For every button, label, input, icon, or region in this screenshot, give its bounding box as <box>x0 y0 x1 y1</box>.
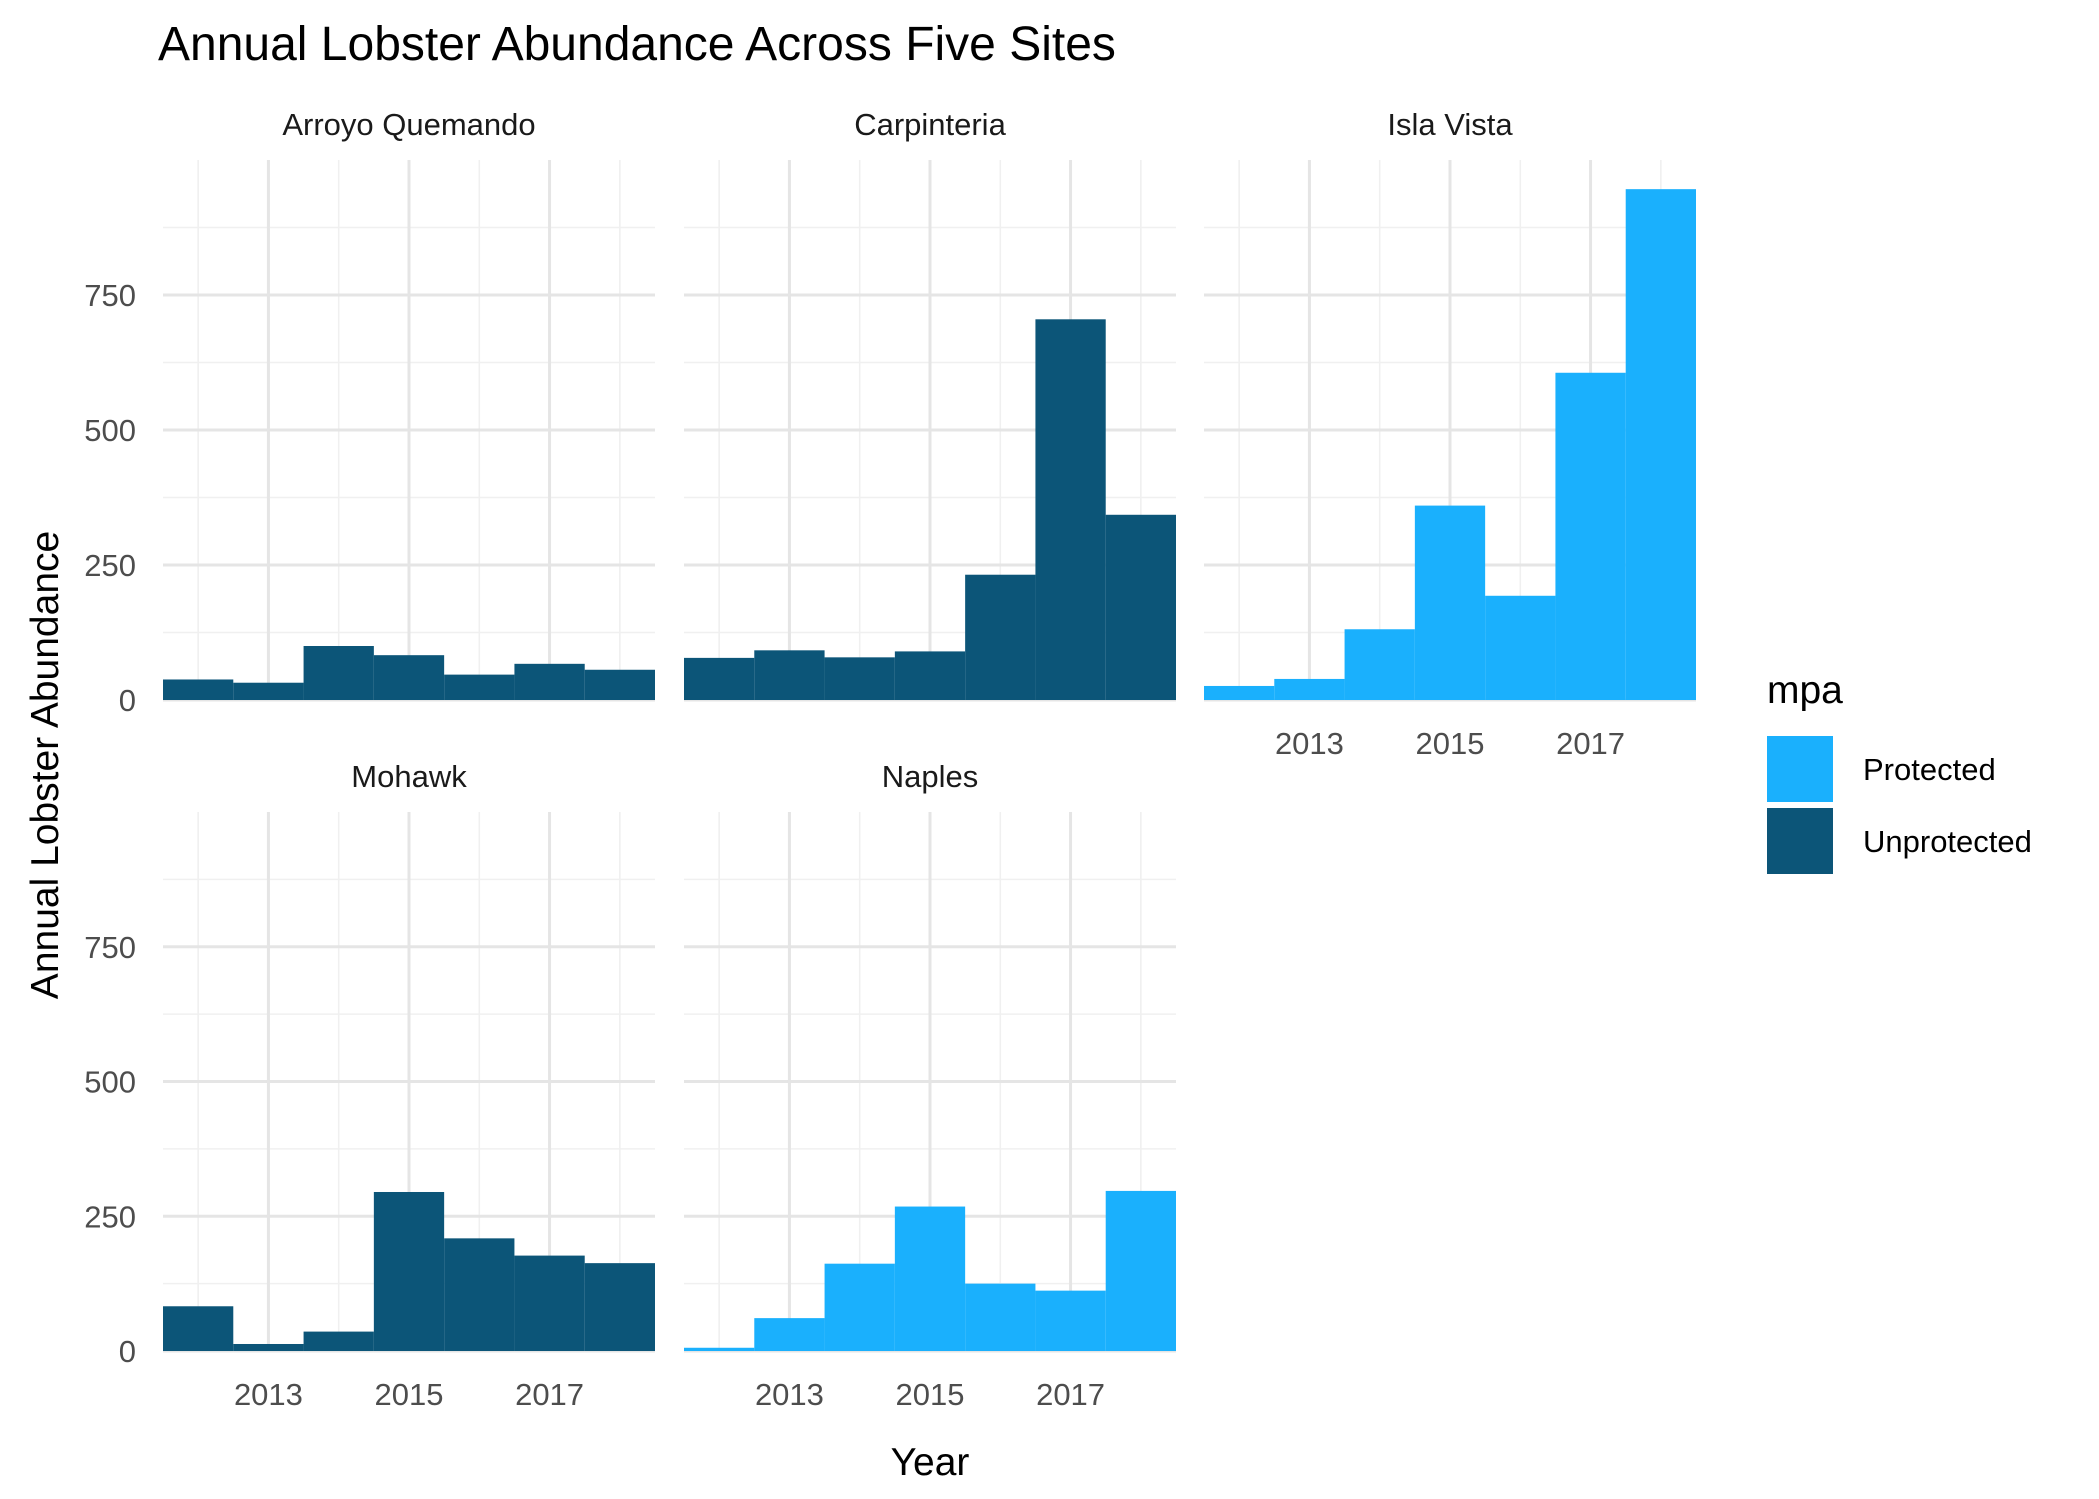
bar-mohawk-2018 <box>584 1263 655 1351</box>
bar-carpinteria-2013 <box>754 650 825 700</box>
panel-naples: Naples 2013 2015 2017 <box>684 759 1176 1412</box>
facet-label: Isla Vista <box>1387 107 1513 142</box>
x-tick-label: 2015 <box>1416 726 1485 761</box>
x-tick-label: 2013 <box>755 1377 824 1412</box>
bar-isla-vista-2018 <box>1625 189 1696 700</box>
bar-naples-2017 <box>1035 1290 1106 1351</box>
bar-mohawk-2013 <box>233 1343 304 1351</box>
bar-naples-2014 <box>824 1263 895 1351</box>
legend: mpa Protected Unprotected <box>1767 669 2032 874</box>
x-tick-label: 2017 <box>1556 726 1625 761</box>
chart-title: Annual Lobster Abundance Across Five Sit… <box>158 18 1116 71</box>
bar-carpinteria-2017 <box>1035 319 1106 700</box>
y-tick-label: 0 <box>119 1334 136 1369</box>
bar-arroyo-quemando-2014 <box>303 646 374 700</box>
bar-naples-2012 <box>684 1347 755 1351</box>
y-tick-label: 750 <box>84 278 136 313</box>
x-tick-label: 2015 <box>896 1377 965 1412</box>
bar-arroyo-quemando-2013 <box>233 682 304 700</box>
y-tick-label: 500 <box>84 413 136 448</box>
x-tick-label: 2017 <box>515 1377 584 1412</box>
facet-label: Naples <box>882 759 979 794</box>
bar-arroyo-quemando-2012 <box>163 679 234 700</box>
bar-isla-vista-2017 <box>1555 372 1626 700</box>
bar-carpinteria-2012 <box>684 657 755 700</box>
bar-mohawk-2012 <box>163 1306 234 1351</box>
bar-carpinteria-2016 <box>965 574 1036 700</box>
x-axis-title: Year <box>891 1441 970 1484</box>
bar-carpinteria-2018 <box>1105 514 1176 700</box>
bar-arroyo-quemando-2016 <box>444 674 515 700</box>
legend-swatch-unprotected <box>1767 808 1833 874</box>
bar-isla-vista-2015 <box>1414 505 1486 700</box>
bar-naples-2016 <box>965 1283 1036 1351</box>
y-tick-label: 250 <box>84 548 136 583</box>
bar-mohawk-2016 <box>444 1238 515 1351</box>
bar-carpinteria-2015 <box>894 651 966 700</box>
bar-mohawk-2017 <box>514 1255 585 1351</box>
bar-carpinteria-2014 <box>824 657 895 700</box>
x-tick-label: 2013 <box>1275 726 1344 761</box>
bar-arroyo-quemando-2018 <box>584 669 655 700</box>
facet-label: Mohawk <box>351 759 467 794</box>
panel-mohawk: Mohawk 0 250 500 750 2013 2015 2017 <box>84 759 655 1412</box>
y-tick-label: 750 <box>84 930 136 965</box>
bar-isla-vista-2014 <box>1344 629 1415 700</box>
bar-mohawk-2014 <box>303 1331 374 1351</box>
bar-arroyo-quemando-2017 <box>514 663 585 700</box>
panel-isla-vista: Isla Vista 2013 2015 2017 <box>1204 107 1696 761</box>
y-tick-label: 500 <box>84 1065 136 1100</box>
bar-mohawk-2015 <box>373 1191 445 1351</box>
y-axis-title: Annual Lobster Abundance <box>24 531 67 999</box>
x-tick-label: 2017 <box>1036 1377 1105 1412</box>
bar-isla-vista-2013 <box>1274 678 1345 700</box>
x-tick-label: 2013 <box>234 1377 303 1412</box>
facet-label: Carpinteria <box>854 107 1006 142</box>
panel-arroyo-quemando: Arroyo Quemando 0 250 500 750 <box>84 107 655 718</box>
legend-label-protected: Protected <box>1863 752 1996 787</box>
bar-naples-2015 <box>894 1206 966 1351</box>
bar-isla-vista-2012 <box>1204 685 1275 700</box>
bar-naples-2018 <box>1105 1190 1176 1351</box>
bar-naples-2013 <box>754 1318 825 1351</box>
panel-carpinteria: Carpinteria <box>684 107 1176 702</box>
legend-swatch-protected <box>1767 736 1833 802</box>
facet-panels: Arroyo Quemando 0 250 500 750 Carpinteria Isla… <box>84 107 1696 1412</box>
legend-label-unprotected: Unprotected <box>1863 824 2032 859</box>
y-tick-label: 250 <box>84 1199 136 1234</box>
bar-arroyo-quemando-2015 <box>373 655 445 700</box>
x-tick-label: 2015 <box>375 1377 444 1412</box>
bar-isla-vista-2016 <box>1485 595 1556 700</box>
y-tick-label: 0 <box>119 683 136 718</box>
facet-label: Arroyo Quemando <box>282 107 535 142</box>
legend-title: mpa <box>1767 669 1843 712</box>
